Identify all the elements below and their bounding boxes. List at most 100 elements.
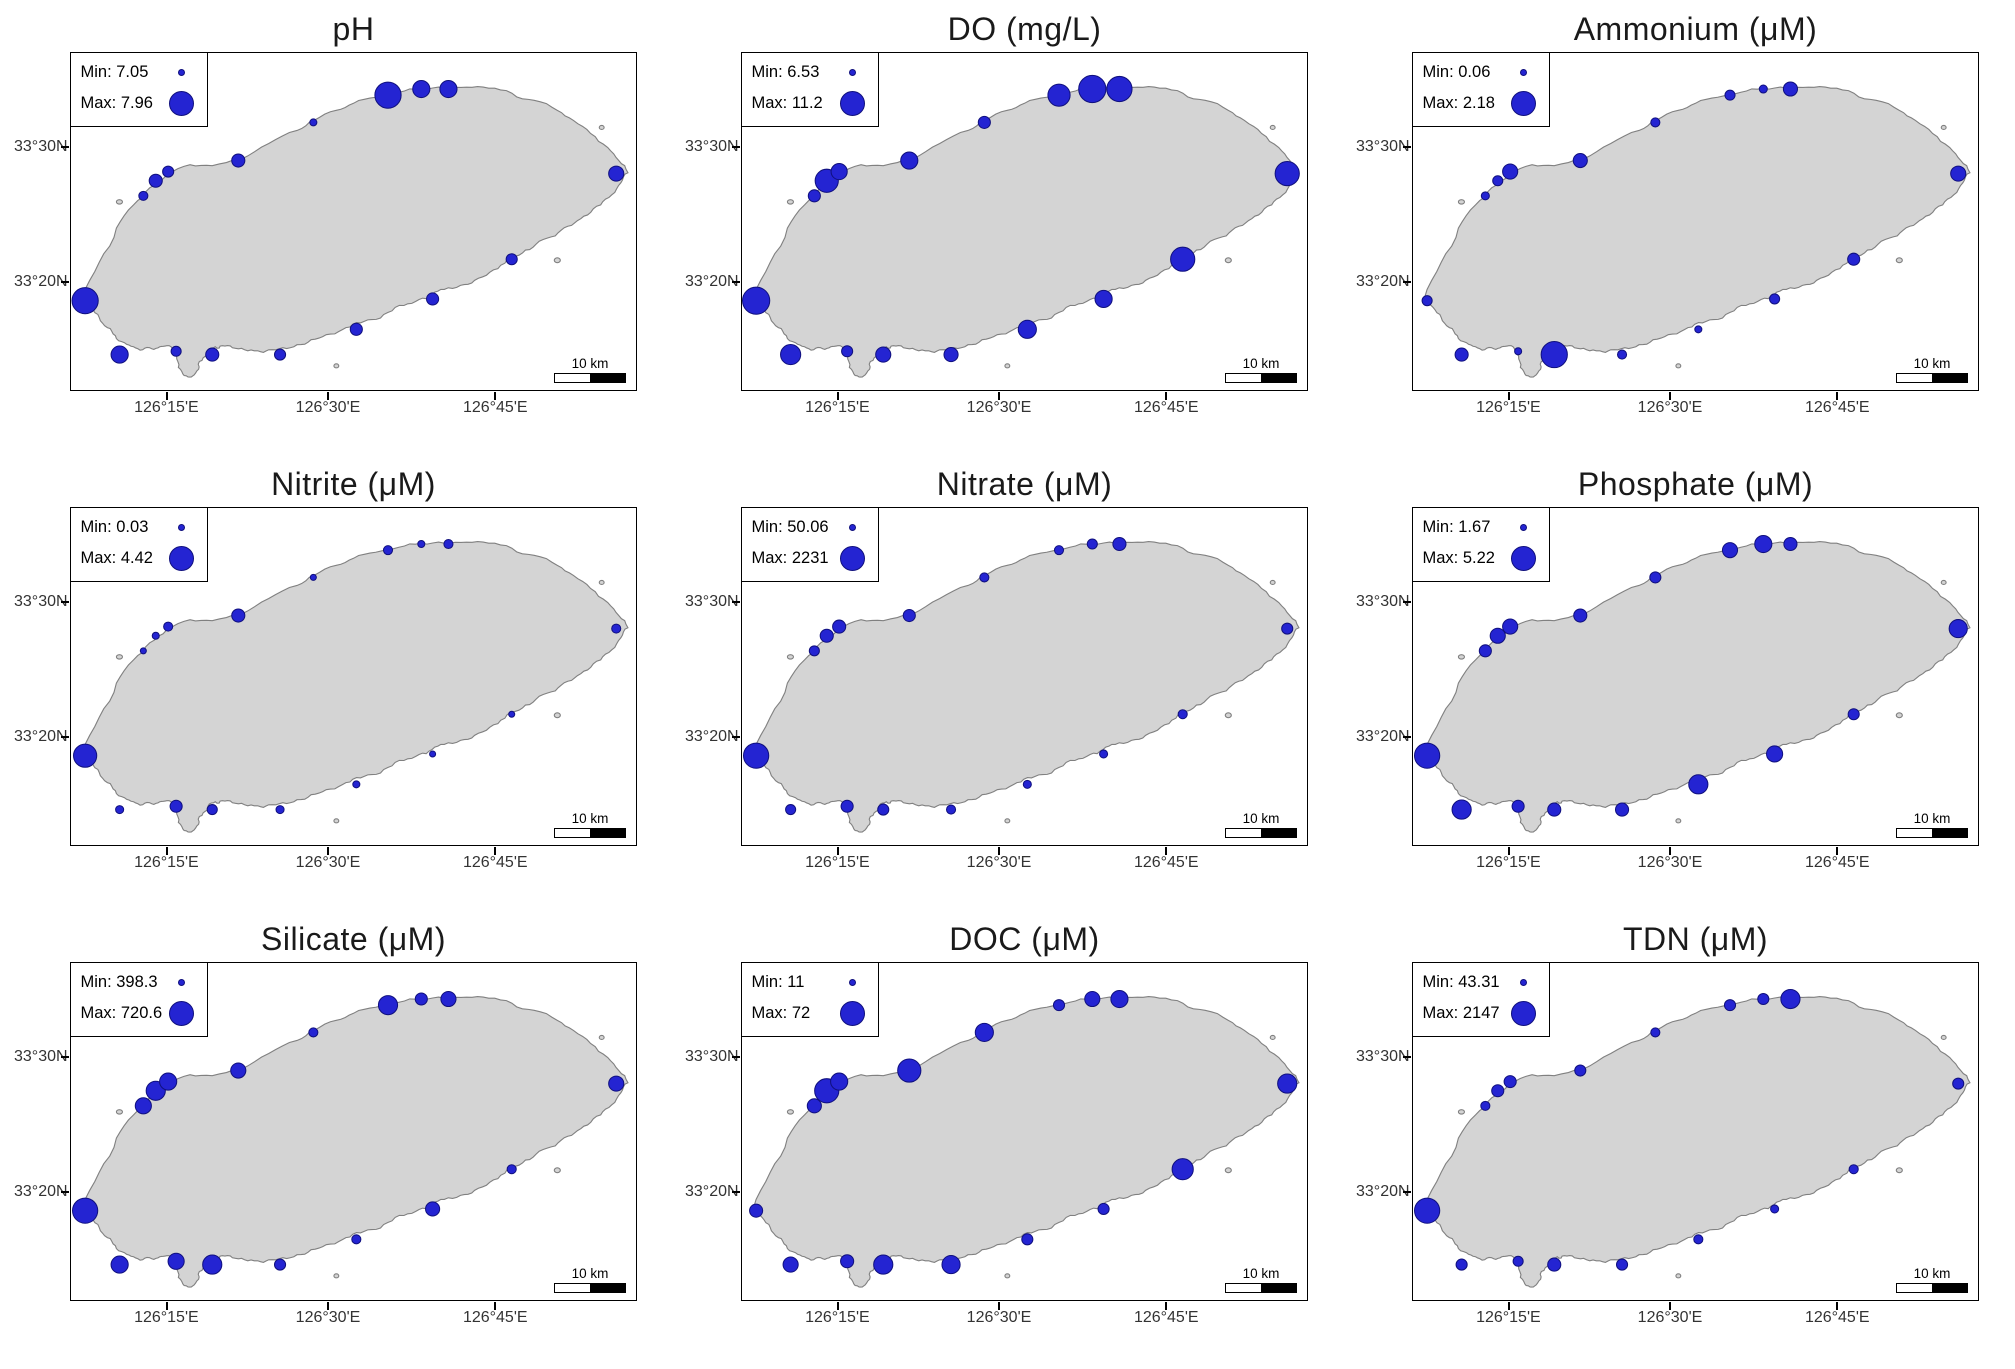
station-bubble (1950, 165, 1967, 182)
y-axis-label: 33°30N (14, 138, 68, 155)
station-bubble (72, 1197, 99, 1224)
x-axis: 126°15'E 126°30'E 126°45'E (70, 391, 637, 421)
y-axis-tick (61, 736, 69, 739)
islet (1457, 1109, 1466, 1115)
station-bubble (941, 1255, 961, 1275)
x-axis-label: 126°45'E (1133, 399, 1199, 416)
station-bubble (439, 79, 458, 99)
x-axis-label: 126°45'E (462, 399, 528, 416)
legend-max-row: Max: 5.22 (1423, 546, 1539, 572)
plot-row: 33°30N 33°20N Min: 0.03 Max: 4.42 (14, 506, 671, 855)
islet (1004, 363, 1011, 369)
scale-bar-black-segment (590, 1284, 625, 1292)
islet (115, 654, 124, 660)
island-map (1414, 534, 1971, 833)
scale-bar-black-segment (1261, 1284, 1296, 1292)
legend-max-label: Max: 720.6 (80, 1004, 163, 1022)
station-bubble (1614, 802, 1630, 817)
map-plot: Min: 1.67 Max: 5.22 10 km (1403, 506, 1979, 855)
x-axis-tick (327, 1302, 330, 1310)
x-axis-tick (998, 847, 1001, 855)
x-axis-label: 126°15'E (805, 399, 870, 416)
islet (1895, 1167, 1903, 1174)
x-axis-label: 126°45'E (1133, 1309, 1199, 1326)
x-axis: 126°15'E 126°30'E 126°45'E (70, 1301, 637, 1331)
islet (1224, 712, 1232, 719)
station-bubble (1724, 89, 1736, 101)
station-bubble (946, 804, 957, 815)
station-bubble (71, 287, 99, 315)
x-axis-tick (327, 847, 330, 855)
station-bubble (1017, 319, 1037, 339)
scale-bar-label: 10 km (1242, 356, 1280, 371)
y-axis-label: 33°30N (1356, 1048, 1410, 1065)
station-bubble (780, 344, 802, 366)
map-panel: Nitrate (μM) 33°30N 33°20N Min: 50.06 Ma… (671, 459, 1342, 914)
legend-min-symbol (838, 69, 868, 76)
scale-bar: 10 km (554, 1266, 626, 1293)
scale-bar-white-segment (1897, 1284, 1932, 1292)
scale-bar-black-segment (1261, 374, 1296, 382)
y-axis-tick (61, 601, 69, 604)
station-bubble (377, 995, 399, 1016)
x-axis-tick (1508, 1302, 1511, 1310)
x-axis-tick (1164, 1302, 1167, 1310)
station-bubble (1478, 644, 1492, 658)
station-bubble (1047, 83, 1071, 107)
map-plot: Min: 398.3 Max: 720.6 10 km (61, 961, 637, 1310)
station-bubble (608, 1075, 625, 1092)
scale-bar: 10 km (1225, 811, 1297, 838)
station-bubble (1948, 619, 1968, 639)
station-bubble (1277, 1073, 1298, 1094)
legend-box: Min: 43.31 Max: 2147 (1411, 961, 1550, 1037)
island-outline (752, 86, 1300, 378)
island-outline (1423, 541, 1971, 833)
station-bubble (611, 623, 622, 634)
islet (1895, 257, 1903, 264)
station-bubble (230, 1062, 247, 1079)
legend-min-row: Min: 11 (752, 970, 868, 996)
scale-bar-black-segment (1932, 829, 1967, 837)
x-axis-label: 126°45'E (1804, 854, 1870, 871)
x-axis-tick (166, 392, 169, 400)
legend-box: Min: 398.3 Max: 720.6 (69, 961, 208, 1037)
x-axis-label: 126°30'E (295, 1309, 361, 1326)
scale-bar-white-segment (555, 374, 590, 382)
legend-min-symbol (838, 524, 868, 531)
station-bubble (1780, 988, 1801, 1010)
scale-bar-graphic (554, 828, 626, 838)
station-bubble (202, 1254, 223, 1275)
max-bubble-icon (840, 1001, 865, 1026)
station-bubble (309, 118, 318, 127)
station-bubble (1547, 1257, 1562, 1272)
station-bubble (73, 743, 98, 768)
plot-row: 33°30N 33°20N Min: 50.06 Max: 2231 (685, 506, 1342, 855)
x-axis-label: 126°15'E (805, 1309, 870, 1326)
station-bubble (1514, 347, 1523, 356)
plot-row: 33°30N 33°20N Min: 11 Max: 72 (685, 961, 1342, 1310)
scale-bar-white-segment (1897, 829, 1932, 837)
panel-title: pH (332, 11, 375, 47)
station-bubble (1053, 545, 1065, 556)
y-axis-tick (732, 281, 740, 284)
station-bubble (1848, 1164, 1859, 1175)
station-bubble (374, 81, 402, 109)
scale-bar-white-segment (555, 829, 590, 837)
islet (553, 712, 561, 719)
scale-bar: 10 km (1896, 1266, 1968, 1293)
map-plot: Min: 6.53 Max: 11.2 10 km (732, 51, 1308, 400)
station-bubble (1574, 1064, 1587, 1077)
x-axis-tick (166, 1302, 169, 1310)
station-bubble (1489, 627, 1506, 644)
scale-bar-graphic (554, 373, 626, 383)
y-axis-tick (732, 146, 740, 149)
islet (1004, 818, 1011, 824)
station-bubble (1688, 774, 1709, 795)
station-bubble (1414, 1197, 1441, 1224)
x-axis-tick (1669, 1302, 1672, 1310)
station-bubble (414, 992, 428, 1006)
station-bubble (1421, 295, 1433, 307)
legend-min-label: Min: 0.03 (80, 518, 149, 536)
x-axis-label: 126°15'E (1476, 1309, 1541, 1326)
legend-max-symbol (167, 1001, 197, 1026)
